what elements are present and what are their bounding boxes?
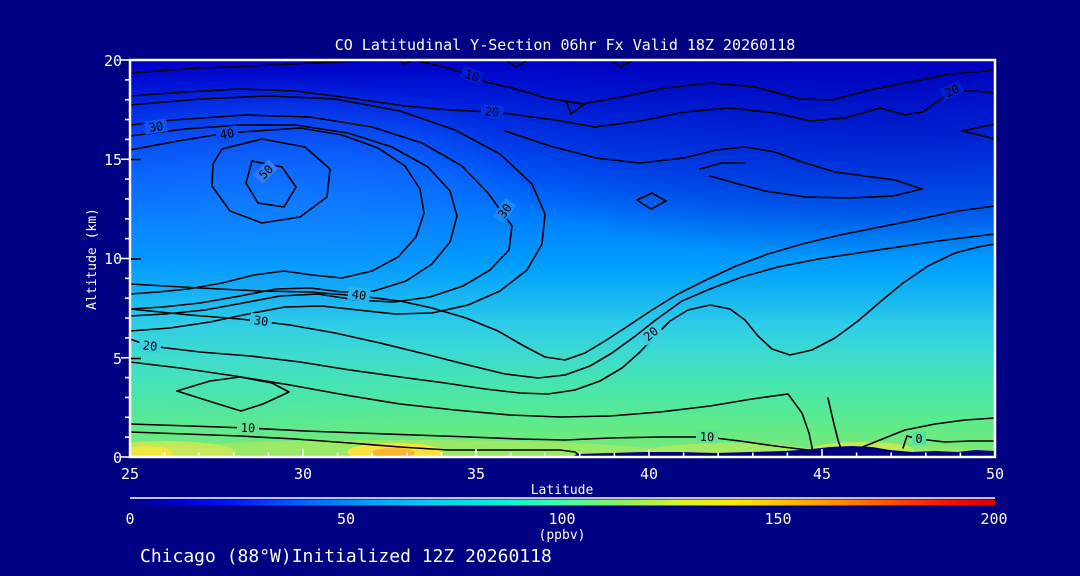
axis-ticks <box>121 59 996 458</box>
contour-label-20-left: 20 <box>138 337 162 354</box>
contour-30-arc <box>130 114 513 317</box>
contour-5-dive <box>827 397 843 453</box>
svg-text:10: 10 <box>700 430 715 444</box>
colorbar-tick-100: 100 <box>548 510 575 528</box>
colorbar-tick-200: 200 <box>980 510 1007 528</box>
colorbar-tick-50: 50 <box>337 510 355 528</box>
x-tick-40: 40 <box>640 465 658 483</box>
x-tick-25: 25 <box>121 465 139 483</box>
contour-35-arc <box>130 124 458 310</box>
contour-0-right <box>902 435 995 449</box>
svg-text:20: 20 <box>942 82 961 101</box>
svg-text:10: 10 <box>463 67 481 85</box>
contour-right-notch <box>961 123 995 140</box>
contour-20-upper <box>130 88 995 128</box>
contour-lines: 10 20 20 30 40 50 30 40 30 20 20 10 10 0 <box>130 60 995 457</box>
contour-10-low-b <box>130 431 581 457</box>
contour-40-arc <box>130 127 425 295</box>
contour-label-30-diagonal: 30 <box>492 197 517 224</box>
contour-label-30-mid: 30 <box>249 312 273 329</box>
contour-top-notch-2 <box>609 60 634 68</box>
run-caption: Chicago (88°W)Initialized 12Z 20260118 <box>140 546 552 567</box>
svg-text:40: 40 <box>219 126 236 142</box>
y-tick-0: 0 <box>113 449 122 467</box>
x-tick-35: 35 <box>467 465 485 483</box>
colorbar-tick-150: 150 <box>764 510 791 528</box>
svg-text:40: 40 <box>351 287 367 303</box>
contour-small-dash <box>699 162 745 170</box>
y-axis-labels: 20 15 10 5 0 <box>104 52 122 467</box>
contour-label-30-topleft: 30 <box>144 118 168 135</box>
contour-5-right <box>854 417 995 451</box>
contour-top-notch-1 <box>504 60 529 68</box>
surface-orange-spot <box>371 448 415 457</box>
colorbar-gradient <box>130 499 995 506</box>
contour-fold-midright <box>504 130 923 199</box>
y-tick-10: 10 <box>104 250 122 268</box>
contour-label-20-upper: 20 <box>480 104 504 120</box>
svg-text:20: 20 <box>142 338 158 353</box>
contour-small-diamond <box>636 192 667 210</box>
x-axis-title: Latitude <box>531 483 594 498</box>
y-tick-15: 15 <box>104 151 122 169</box>
contour-label-10-left: 10 <box>236 420 260 435</box>
y-tick-20: 20 <box>104 52 122 70</box>
x-tick-45: 45 <box>813 465 831 483</box>
x-tick-50: 50 <box>986 465 1004 483</box>
svg-text:30: 30 <box>253 313 269 329</box>
y-tick-5: 5 <box>113 350 122 368</box>
contour-30-trough <box>130 233 995 379</box>
x-tick-30: 30 <box>294 465 312 483</box>
contour-kite-loop <box>176 376 290 412</box>
x-axis-labels: 25 30 35 40 45 50 <box>121 465 1004 483</box>
svg-text:20: 20 <box>484 104 500 119</box>
contour-small-triangle <box>565 100 586 115</box>
contour-label-10-bottom: 10 <box>695 429 719 444</box>
contour-label-0-bottom: 0 <box>912 432 926 446</box>
colorbar-tick-0: 0 <box>125 510 134 528</box>
contour-label-20-upper-right: 20 <box>939 80 965 102</box>
contour-label-40-mid: 40 <box>347 286 371 303</box>
contour-label-10-upper: 10 <box>459 65 485 86</box>
colorbar: 0 50 100 150 200 (ppbv) <box>125 497 1008 543</box>
svg-text:10: 10 <box>241 421 256 435</box>
contour-50-loop <box>245 160 297 208</box>
colorbar-unit: (ppbv) <box>539 528 586 543</box>
svg-text:0: 0 <box>915 432 922 446</box>
contour-10-low-a <box>130 423 809 451</box>
contour-20-trough <box>130 243 995 395</box>
inner-major-ticks <box>131 158 141 360</box>
chart-title: CO Latitudinal Y-Section 06hr Fx Valid 1… <box>335 36 796 54</box>
contour-label-40-topleft: 40 <box>214 125 239 142</box>
y-axis-title: Altitude (km) <box>85 208 100 310</box>
svg-text:30: 30 <box>148 119 164 135</box>
contour-45-loop <box>211 138 331 224</box>
contour-15-low <box>130 361 814 453</box>
contour-10-upper <box>130 60 995 105</box>
contour-25-arc <box>130 95 546 332</box>
terrain-mask <box>572 446 995 457</box>
svg-text:30: 30 <box>495 201 515 221</box>
